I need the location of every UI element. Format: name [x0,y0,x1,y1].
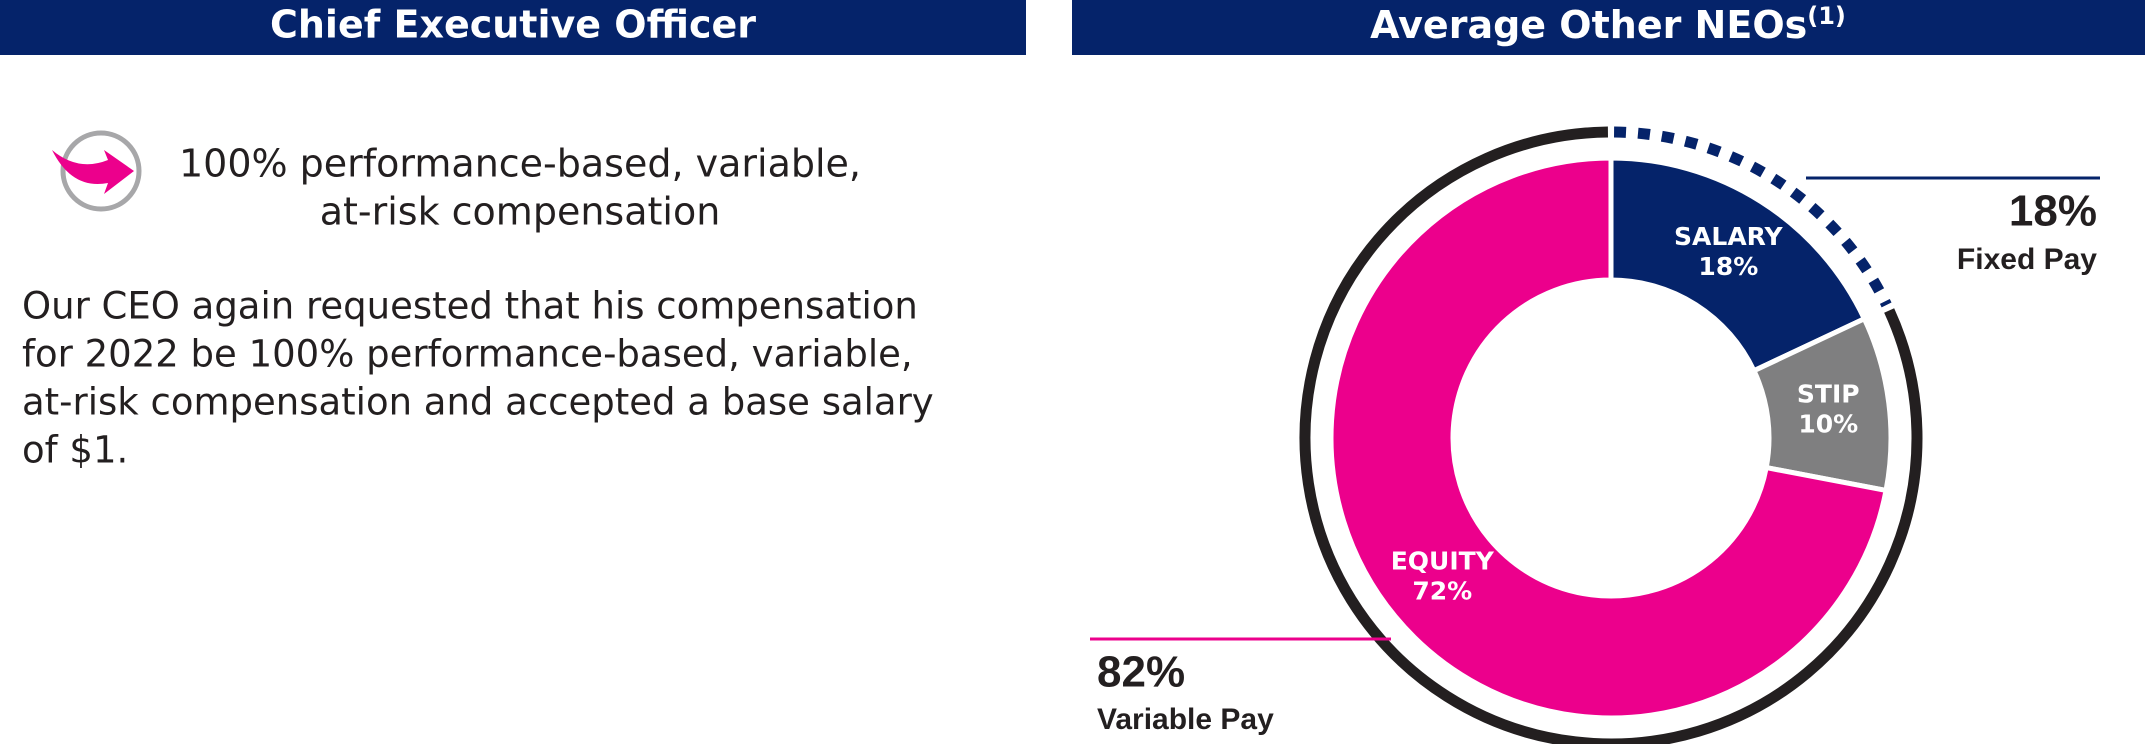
title-note: (1) [1807,2,1846,30]
donut-slice [1608,155,1868,375]
slice-value: 18% [1698,252,1758,281]
header-bar [0,0,1026,55]
callout-line: 100% performance-based, variable, [179,142,861,186]
slice-value: 10% [1798,410,1858,439]
group-value: 18% [2009,187,2097,236]
callout-line: at-risk compensation [320,190,721,234]
group-name: Variable Pay [1097,703,1274,736]
callout-icon [52,130,142,212]
ceo-text: 100% performance-based, variable,at-risk… [22,142,934,472]
body-line: at-risk compensation and accepted a base… [22,381,934,424]
donut-slice [1328,155,1889,721]
body-line: of $1. [22,429,128,472]
slice-value: 72% [1412,577,1472,606]
slice-label: EQUITY [1391,547,1495,576]
header-bar [1072,0,2145,55]
chart-title: Average Other NEOs(1) [1370,2,1846,47]
slice-label: STIP [1797,380,1860,409]
group-value: 82% [1097,648,1185,697]
group-arc [1614,126,1892,308]
body-line: for 2022 be 100% performance-based, vari… [22,333,913,376]
slice-label: SALARY [1674,222,1784,251]
group-arc [1299,126,1923,744]
body-line: Our CEO again requested that his compens… [22,285,918,328]
panel-title: Chief Executive Officer [270,3,756,47]
title-text: Average Other NEOs [1370,3,1807,47]
group-name: Fixed Pay [1957,243,2097,276]
